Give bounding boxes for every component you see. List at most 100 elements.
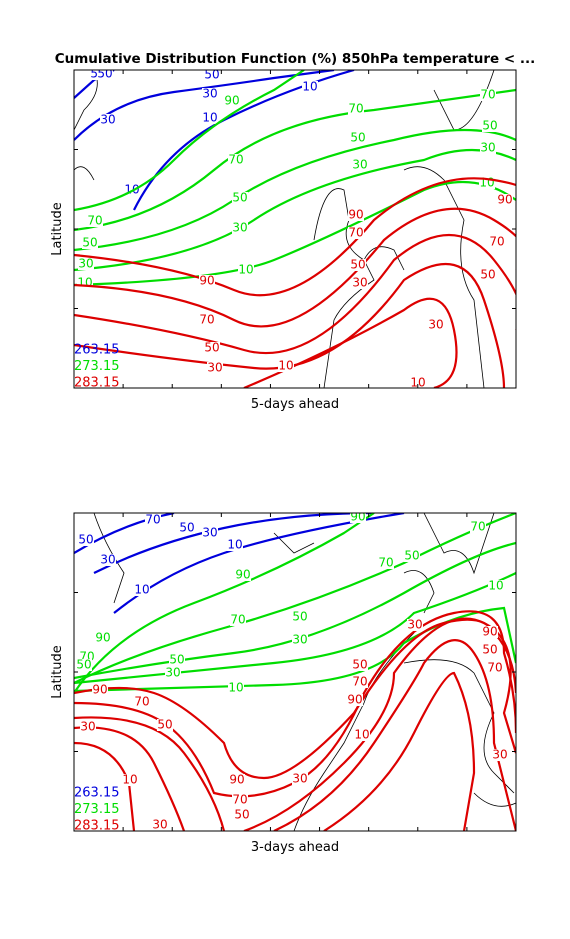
- label-bg: [204, 70, 220, 81]
- contour-label: 90: [348, 208, 363, 222]
- contour-label: 70: [489, 235, 504, 249]
- label-bg: [407, 619, 423, 631]
- contour-label: 70: [470, 520, 485, 534]
- label-bg: [487, 662, 503, 674]
- contour-label: 90: [497, 193, 512, 207]
- legend-entry: 263.15: [74, 343, 120, 358]
- contour-label: 10: [488, 579, 503, 593]
- label-bg: [87, 215, 103, 227]
- label-bg: [204, 342, 220, 354]
- label-bg: [92, 684, 108, 696]
- label-bg: [122, 774, 138, 786]
- contour-line: [243, 297, 458, 388]
- contour-label: 30: [428, 318, 443, 332]
- contour-label: 90: [95, 631, 110, 645]
- x-axis-label: 5-days ahead: [251, 397, 339, 412]
- label-bg: [347, 694, 363, 706]
- contour-label: 10: [302, 80, 317, 94]
- contour-label: 90: [229, 773, 244, 787]
- contour-label: 70: [134, 695, 149, 709]
- label-bg: [229, 774, 245, 786]
- contour-label: 30: [492, 748, 507, 762]
- contour-label: 10: [227, 538, 242, 552]
- contour-line: [74, 513, 375, 694]
- x-axis-label: 3-days ahead: [251, 840, 339, 855]
- contour-label: 10: [134, 583, 149, 597]
- label-bg: [378, 557, 394, 569]
- contour-line: [74, 207, 516, 328]
- label-bg: [350, 259, 366, 271]
- label-bg: [292, 611, 308, 623]
- label-bg: [482, 626, 498, 638]
- panel: 50 50 50 30 10 10 30 10 90 70 70 70 50 50 30 30 10 10 50 30…: [50, 67, 517, 412]
- contour-label: 70: [487, 661, 502, 675]
- label-bg: [352, 659, 368, 671]
- label-bg: [470, 521, 486, 533]
- label-bg: [234, 809, 250, 821]
- label-bg: [100, 114, 116, 126]
- label-bg: [228, 682, 244, 694]
- label-bg: [480, 142, 496, 154]
- title: Cumulative Distribution Function (%) 850…: [55, 51, 536, 67]
- label-bg: [278, 360, 294, 372]
- label-bg: [410, 377, 426, 388]
- label-bg: [165, 667, 181, 679]
- coastline: [74, 166, 95, 181]
- contour-line: [93, 513, 375, 574]
- contour-label: 50: [292, 610, 307, 624]
- contour-label: 10: [228, 681, 243, 695]
- label-bg: [76, 659, 92, 671]
- label-bg: [157, 719, 173, 731]
- contour-label: 30: [165, 666, 180, 680]
- contour-label: 90: [92, 683, 107, 697]
- label-bg: [207, 362, 223, 374]
- label-bg: [228, 154, 244, 166]
- label-bg: [354, 729, 370, 741]
- contour-label: 30: [207, 361, 222, 375]
- label-bg: [348, 209, 364, 221]
- contour-label: 50: [78, 533, 93, 547]
- label-bg: [199, 314, 215, 326]
- contour-label: 30: [407, 618, 422, 632]
- contour-label: 90: [482, 625, 497, 639]
- label-bg: [488, 580, 504, 592]
- contour-label: 10: [278, 359, 293, 373]
- legend-entry: 273.15: [74, 359, 120, 374]
- coastline: [423, 513, 495, 575]
- contour-label: 50: [352, 658, 367, 672]
- contour-label: 30: [100, 113, 115, 127]
- contour-line: [74, 513, 516, 684]
- contour-label: 70: [145, 513, 160, 527]
- contour-label: 30: [480, 141, 495, 155]
- legend-entry: 263.15: [74, 786, 120, 801]
- contour-label: 50: [97, 67, 112, 81]
- label-bg: [224, 95, 240, 107]
- contour-label: 70: [378, 556, 393, 570]
- label-bg: [350, 513, 366, 523]
- label-bg: [230, 614, 246, 626]
- label-bg: [350, 132, 366, 144]
- label-bg: [302, 81, 318, 93]
- contour-label: 90: [347, 693, 362, 707]
- label-bg: [492, 749, 508, 761]
- label-bg: [352, 159, 368, 171]
- contour-label: 50: [157, 718, 172, 732]
- contour-line: [74, 180, 516, 287]
- contour-label: 30: [202, 526, 217, 540]
- contour-label: 50: [480, 268, 495, 282]
- coastline: [403, 570, 435, 614]
- contour-label: 10: [410, 376, 425, 390]
- label-bg: [404, 550, 420, 562]
- label-bg: [232, 222, 248, 234]
- coastline: [313, 188, 375, 388]
- contour-label: 70: [348, 102, 363, 116]
- label-bg: [227, 539, 243, 551]
- y-axis-label: Latitude: [50, 645, 65, 699]
- legend-entry: 273.15: [74, 802, 120, 817]
- label-bg: [134, 584, 150, 596]
- label-bg: [232, 192, 248, 204]
